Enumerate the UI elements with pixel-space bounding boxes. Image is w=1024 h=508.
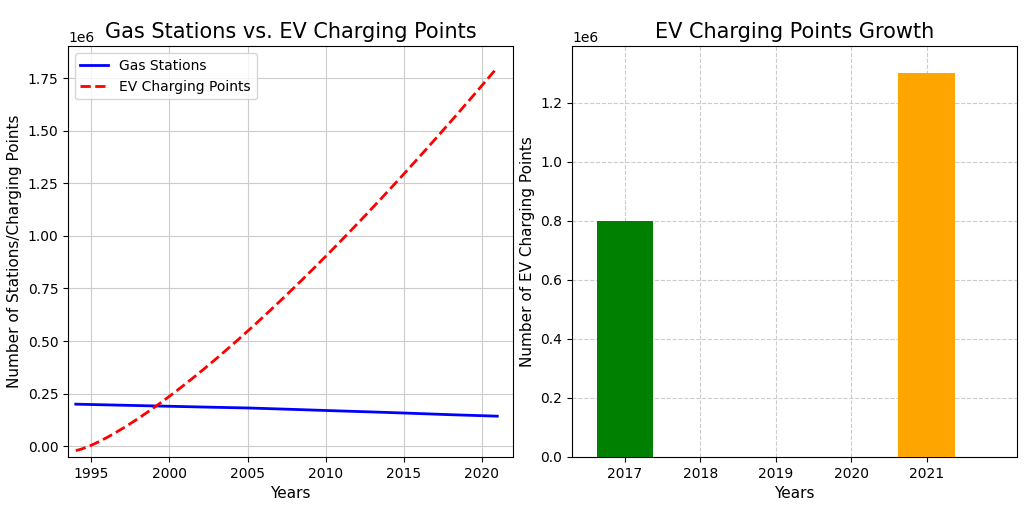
Bar	[597, 220, 653, 457]
Gas Stations	[367, 409, 379, 415]
EV Charging Points	[71, 447, 83, 453]
EV Charging Points	[492, 65, 504, 71]
Y-axis label: Number of EV Charging Points: Number of EV Charging Points	[520, 136, 535, 367]
Gas Stations	[70, 401, 82, 407]
X-axis label: Years: Years	[774, 486, 815, 501]
EV Charging Points	[425, 141, 437, 147]
EV Charging Points	[321, 252, 333, 259]
Gas Stations	[163, 403, 175, 409]
Y-axis label: Number of Stations/Charging Points: Number of Stations/Charging Points	[7, 115, 22, 388]
Title: EV Charging Points Growth: EV Charging Points Growth	[655, 22, 934, 42]
Gas Stations	[397, 410, 410, 416]
Gas Stations	[444, 411, 457, 418]
Gas Stations	[210, 404, 222, 410]
EV Charging Points	[319, 253, 332, 260]
X-axis label: Years: Years	[270, 486, 310, 501]
EV Charging Points	[328, 245, 340, 251]
Gas Stations	[288, 406, 300, 412]
Legend: Gas Stations, EV Charging Points: Gas Stations, EV Charging Points	[75, 53, 257, 100]
Title: Gas Stations vs. EV Charging Points: Gas Stations vs. EV Charging Points	[104, 22, 476, 42]
Gas Stations	[242, 405, 254, 411]
Line: EV Charging Points: EV Charging Points	[76, 68, 498, 451]
Gas Stations	[117, 402, 129, 408]
Bar	[898, 73, 954, 457]
Gas Stations	[492, 413, 504, 419]
EV Charging Points	[452, 110, 464, 116]
Gas Stations	[319, 407, 332, 414]
Line: Gas Stations: Gas Stations	[76, 404, 498, 416]
EV Charging Points	[70, 448, 82, 454]
